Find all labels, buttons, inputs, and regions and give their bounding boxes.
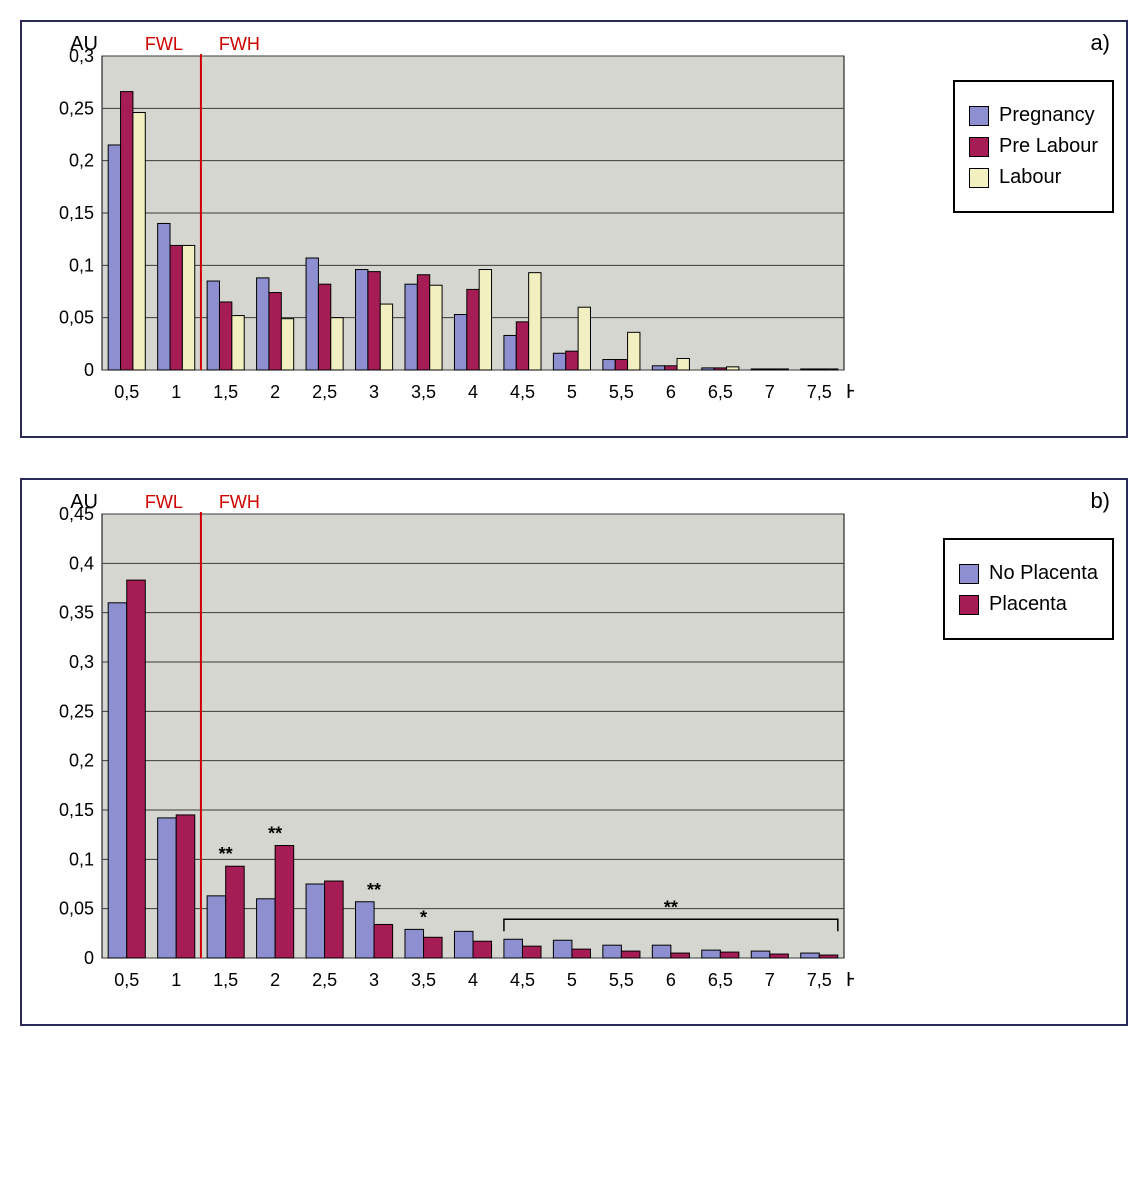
svg-text:6,5: 6,5	[708, 382, 733, 402]
svg-text:0,05: 0,05	[59, 308, 94, 328]
svg-text:5,5: 5,5	[609, 970, 634, 990]
svg-text:0: 0	[84, 948, 94, 968]
svg-text:**: **	[268, 824, 282, 844]
panel-a-label: a)	[1090, 30, 1110, 56]
svg-text:0,05: 0,05	[59, 899, 94, 919]
svg-text:0,5: 0,5	[114, 382, 139, 402]
svg-text:6: 6	[666, 970, 676, 990]
svg-text:5: 5	[567, 970, 577, 990]
panel-a: a) 00,050,10,150,20,250,3AU0,511,522,533…	[20, 20, 1128, 438]
svg-text:0,1: 0,1	[69, 849, 94, 869]
svg-text:1: 1	[171, 970, 181, 990]
svg-text:2,5: 2,5	[312, 382, 337, 402]
svg-text:7: 7	[765, 382, 775, 402]
legend-swatch	[959, 564, 979, 584]
svg-text:6,5: 6,5	[708, 970, 733, 990]
legend-a: Pregnancy Pre Labour Labour	[953, 80, 1114, 213]
chart-a-wrap: 00,050,10,150,20,250,3AU0,511,522,533,54…	[34, 30, 937, 420]
svg-text:7: 7	[765, 970, 775, 990]
svg-text:**: **	[367, 880, 381, 900]
legend-swatch	[969, 106, 989, 126]
svg-text:0,2: 0,2	[69, 151, 94, 171]
svg-text:FWL: FWL	[145, 492, 183, 512]
svg-text:Hz: Hz	[846, 381, 854, 403]
svg-text:3: 3	[369, 382, 379, 402]
legend-b: No Placenta Placenta	[943, 538, 1114, 640]
svg-text:1,5: 1,5	[213, 382, 238, 402]
chart-b-svg: 00,050,10,150,20,250,30,350,40,45AU0,511…	[34, 488, 854, 1008]
svg-text:0,3: 0,3	[69, 652, 94, 672]
svg-text:**: **	[219, 844, 233, 864]
panel-b-label: b)	[1090, 488, 1110, 514]
panel-a-row: 00,050,10,150,20,250,3AU0,511,522,533,54…	[34, 30, 1114, 420]
legend-label: No Placenta	[989, 562, 1098, 585]
legend-item: Pregnancy	[969, 104, 1098, 127]
svg-text:4,5: 4,5	[510, 970, 535, 990]
svg-text:AU: AU	[70, 33, 98, 55]
svg-text:4,5: 4,5	[510, 382, 535, 402]
svg-text:7,5: 7,5	[807, 382, 832, 402]
svg-text:0,4: 0,4	[69, 553, 94, 573]
legend-label: Pre Labour	[999, 135, 1098, 158]
svg-text:0,15: 0,15	[59, 203, 94, 223]
svg-text:Hz: Hz	[846, 969, 854, 991]
svg-text:1,5: 1,5	[213, 970, 238, 990]
legend-item: No Placenta	[959, 562, 1098, 585]
svg-text:0,15: 0,15	[59, 800, 94, 820]
svg-text:**: **	[664, 897, 678, 917]
svg-text:0,5: 0,5	[114, 970, 139, 990]
svg-text:0,35: 0,35	[59, 603, 94, 623]
svg-text:0,1: 0,1	[69, 255, 94, 275]
svg-text:6: 6	[666, 382, 676, 402]
svg-text:FWH: FWH	[219, 34, 260, 54]
svg-text:5,5: 5,5	[609, 382, 634, 402]
legend-swatch	[959, 595, 979, 615]
svg-text:4: 4	[468, 970, 478, 990]
svg-text:*: *	[420, 907, 427, 927]
svg-text:FWL: FWL	[145, 34, 183, 54]
svg-text:AU: AU	[70, 491, 98, 513]
legend-item: Placenta	[959, 593, 1098, 616]
panel-b-row: 00,050,10,150,20,250,30,350,40,45AU0,511…	[34, 488, 1114, 1008]
svg-text:2: 2	[270, 970, 280, 990]
legend-label: Pregnancy	[999, 104, 1095, 127]
svg-text:0,2: 0,2	[69, 751, 94, 771]
svg-text:2: 2	[270, 382, 280, 402]
svg-text:FWH: FWH	[219, 492, 260, 512]
legend-label: Placenta	[989, 593, 1067, 616]
legend-swatch	[969, 137, 989, 157]
svg-text:4: 4	[468, 382, 478, 402]
chart-b-wrap: 00,050,10,150,20,250,30,350,40,45AU0,511…	[34, 488, 927, 1008]
svg-text:5: 5	[567, 382, 577, 402]
panel-b: b) 00,050,10,150,20,250,30,350,40,45AU0,…	[20, 478, 1128, 1026]
svg-text:3: 3	[369, 970, 379, 990]
svg-text:1: 1	[171, 382, 181, 402]
legend-item: Pre Labour	[969, 135, 1098, 158]
svg-text:0,25: 0,25	[59, 701, 94, 721]
legend-swatch	[969, 168, 989, 188]
svg-text:3,5: 3,5	[411, 382, 436, 402]
legend-item: Labour	[969, 166, 1098, 189]
chart-a-svg: 00,050,10,150,20,250,3AU0,511,522,533,54…	[34, 30, 854, 420]
svg-text:0,25: 0,25	[59, 98, 94, 118]
legend-label: Labour	[999, 166, 1061, 189]
svg-text:2,5: 2,5	[312, 970, 337, 990]
svg-text:0: 0	[84, 360, 94, 380]
svg-text:3,5: 3,5	[411, 970, 436, 990]
svg-text:7,5: 7,5	[807, 970, 832, 990]
